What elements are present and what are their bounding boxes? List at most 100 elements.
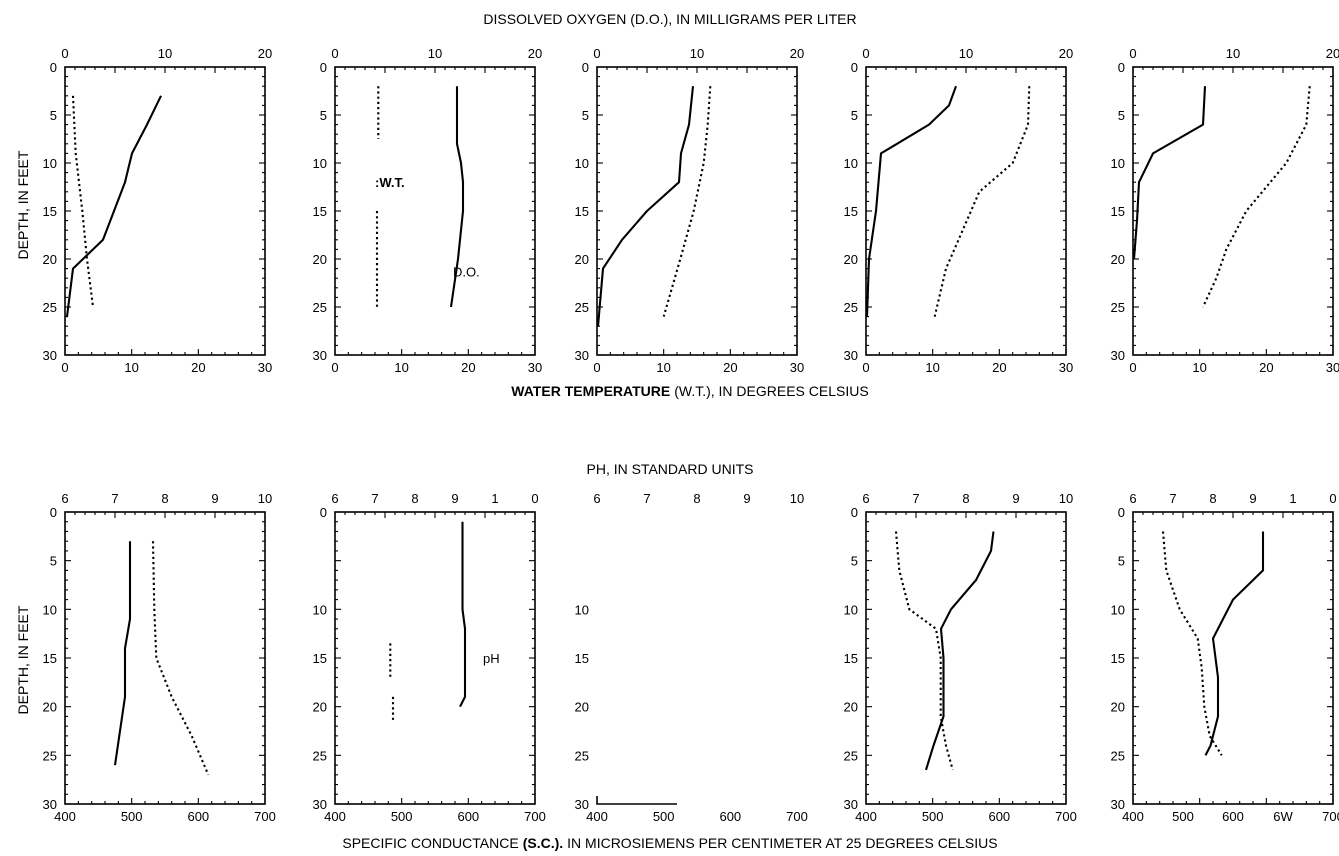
bottom-tick-label: 0 <box>593 360 600 375</box>
top-tick-label: 0 <box>331 46 338 61</box>
y-tick-label: 30 <box>1111 797 1125 812</box>
series-line-solid <box>1204 531 1265 756</box>
y-tick-label: 0 <box>320 60 327 75</box>
y-tick-label: 30 <box>575 348 589 363</box>
y-tick-label: 10 <box>575 602 589 617</box>
top-tick-label: 0 <box>862 46 869 61</box>
y-axis-label-bottom: DEPTH, IN FEET <box>15 605 31 714</box>
bottom-tick-label: 700 <box>254 809 276 824</box>
top-tick-label: 7 <box>111 491 118 506</box>
top-tick-label: 8 <box>1209 491 1216 506</box>
bottom-tick-label: 6W <box>1273 809 1293 824</box>
series-line-solid <box>449 86 465 308</box>
plot-frame <box>1132 511 1334 805</box>
top-tick-label: 0 <box>531 491 538 506</box>
y-tick-label: 10 <box>1111 602 1125 617</box>
y-tick-label: 5 <box>582 108 589 123</box>
top-tick-label: 8 <box>411 491 418 506</box>
y-tick-label: 25 <box>43 748 57 763</box>
top-tick-label: 8 <box>962 491 969 506</box>
bottom-tick-label: 400 <box>855 809 877 824</box>
series-line-dotted <box>151 541 210 776</box>
bottom-tick-label: 500 <box>922 809 944 824</box>
y-tick-label: 10 <box>844 156 858 171</box>
top-tick-label: 6 <box>862 491 869 506</box>
y-tick-label: 15 <box>844 651 858 666</box>
annotation-label: D.O. <box>453 264 480 279</box>
panel-bottom-3: 10 15 20 25 30 6 7 8 9 10 400 500 600 700 <box>575 491 808 824</box>
y-tick-label: 0 <box>50 60 57 75</box>
y-tick-label: 25 <box>43 300 57 315</box>
bottom-tick-label: 10 <box>1192 360 1206 375</box>
y-tick-label: 30 <box>844 348 858 363</box>
y-tick-label: 30 <box>313 797 327 812</box>
top-tick-label: 20 <box>1326 46 1339 61</box>
top-tick-label: 10 <box>1226 46 1240 61</box>
series-line-solid <box>65 95 162 317</box>
bottom-tick-label: 10 <box>656 360 670 375</box>
top-tick-label: 7 <box>1169 491 1176 506</box>
bottom-tick-label: 700 <box>524 809 546 824</box>
bottom-tick-label: 500 <box>1172 809 1194 824</box>
bottom-tick-label: 0 <box>1129 360 1136 375</box>
y-tick-label: 10 <box>1111 156 1125 171</box>
y-tick-label: 0 <box>1118 60 1125 75</box>
y-tick-label: 20 <box>1111 700 1125 715</box>
bottom-tick-label: 20 <box>191 360 205 375</box>
series-line-solid <box>113 541 132 766</box>
bottom-tick-label: 20 <box>723 360 737 375</box>
top-tick-label: 10 <box>690 46 704 61</box>
top-tick-label: 1 <box>491 491 498 506</box>
plot-frame <box>64 66 266 356</box>
bottom-tick-label: 0 <box>862 360 869 375</box>
top-tick-label: 0 <box>1129 46 1136 61</box>
y-tick-label: 20 <box>313 700 327 715</box>
top-tick-label: 0 <box>61 46 68 61</box>
bottom-tick-label: 600 <box>719 809 741 824</box>
y-tick-label: 15 <box>1111 204 1125 219</box>
series-line-dotted <box>933 86 1031 317</box>
series-line-dotted <box>1202 86 1311 308</box>
y-tick-label: 15 <box>43 651 57 666</box>
series-line-solid <box>865 85 957 317</box>
y-tick-label: 10 <box>313 602 327 617</box>
top-tick-label: 1 <box>1289 491 1296 506</box>
y-tick-label: 5 <box>1118 554 1125 569</box>
y-axis-label-top: DEPTH, IN FEET <box>15 150 31 259</box>
bottom-tick-label: 30 <box>528 360 542 375</box>
annotation-label: :W.T. <box>375 175 405 190</box>
top-tick-label: 6 <box>61 491 68 506</box>
wt-axis-title: WATER TEMPERATURE (W.T.), IN DEGREES CELS… <box>511 383 868 399</box>
y-tick-label: 25 <box>313 748 327 763</box>
top-tick-label: 7 <box>643 491 650 506</box>
plot-frame <box>865 66 1067 356</box>
bottom-tick-label: 600 <box>1222 809 1244 824</box>
bottom-tick-label: 400 <box>324 809 346 824</box>
axis-corner <box>596 796 677 805</box>
y-tick-label: 20 <box>844 252 858 267</box>
y-tick-label: 20 <box>313 252 327 267</box>
panel-top-3: 0 5 10 15 20 25 30 0 10 20 0 10 20 30 <box>575 46 805 375</box>
y-tick-label: 0 <box>851 60 858 75</box>
top-tick-label: 6 <box>1129 491 1136 506</box>
top-tick-label: 7 <box>371 491 378 506</box>
y-tick-label: 10 <box>844 602 858 617</box>
y-tick-label: 20 <box>575 252 589 267</box>
bottom-tick-label: 400 <box>1122 809 1144 824</box>
top-tick-label: 6 <box>331 491 338 506</box>
y-tick-label: 5 <box>320 108 327 123</box>
annotation-label: pH <box>483 651 500 666</box>
plot-frame <box>1132 66 1334 356</box>
y-tick-label: 10 <box>313 156 327 171</box>
y-tick-label: 25 <box>1111 748 1125 763</box>
y-tick-label: 5 <box>50 554 57 569</box>
plot-frame <box>334 66 536 356</box>
bottom-tick-label: 700 <box>1322 809 1339 824</box>
do-axis-title: DISSOLVED OXYGEN (D.O.), IN MILLIGRAMS P… <box>483 11 856 27</box>
series-line-solid <box>459 521 467 708</box>
bottom-tick-label: 700 <box>786 809 808 824</box>
top-tick-label: 10 <box>1059 491 1073 506</box>
top-tick-label: 10 <box>790 491 804 506</box>
